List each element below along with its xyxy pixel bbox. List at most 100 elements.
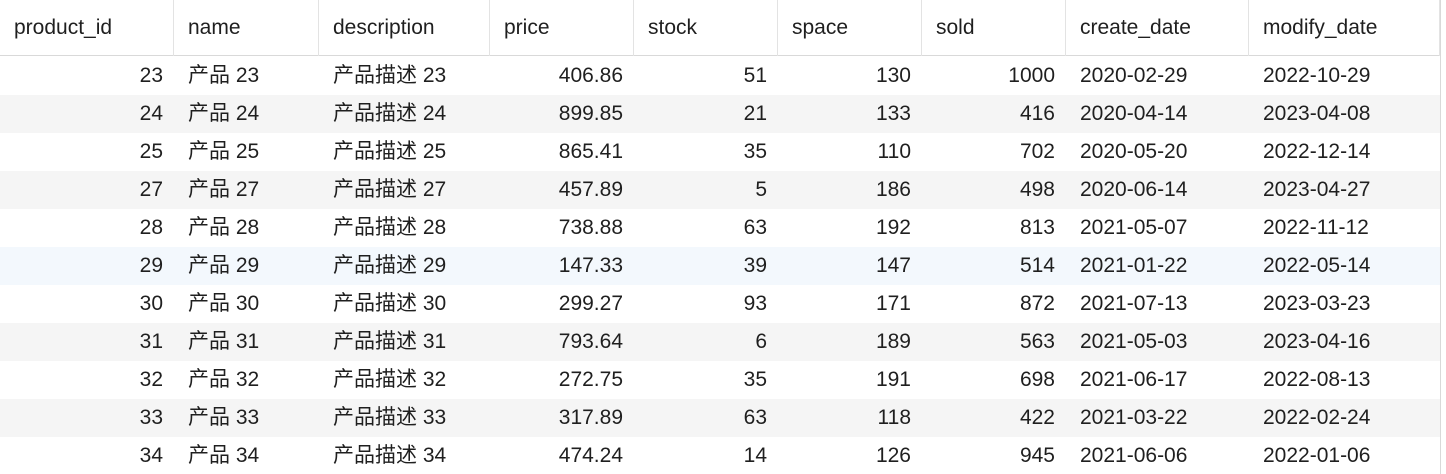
cell-description[interactable]: 产品描述 29 [333, 254, 447, 277]
cell-stock[interactable]: 21 [743, 102, 767, 125]
cell-name[interactable]: 产品 34 [188, 444, 260, 467]
cell-stock[interactable]: 93 [743, 292, 767, 315]
cell-create_date[interactable]: 2020-02-29 [1080, 64, 1188, 87]
cell-product_id[interactable]: 34 [139, 444, 163, 467]
cell-space[interactable]: 192 [875, 216, 911, 239]
cell-sold[interactable]: 422 [1019, 406, 1055, 429]
cell-stock[interactable]: 63 [743, 216, 767, 239]
cell-create_date[interactable]: 2020-05-20 [1080, 140, 1188, 163]
cell-sold[interactable]: 416 [1019, 102, 1055, 125]
cell-space[interactable]: 126 [875, 444, 911, 467]
cell-create_date[interactable]: 2021-07-13 [1080, 292, 1188, 315]
cell-create_date[interactable]: 2021-01-22 [1080, 254, 1188, 277]
cell-space[interactable]: 110 [877, 140, 911, 163]
cell-modify_date[interactable]: 2022-05-14 [1263, 254, 1371, 277]
column-header-sold[interactable]: sold [922, 0, 1066, 56]
cell-space[interactable]: 130 [875, 64, 911, 87]
cell-price[interactable]: 899.85 [558, 102, 623, 125]
table-row[interactable]: 32 产品 32 产品描述 32 272.75 35 191 698 2021-06-17 20… [0, 361, 1440, 399]
cell-create_date[interactable]: 2021-03-22 [1080, 406, 1188, 429]
cell-modify_date[interactable]: 2023-04-27 [1263, 178, 1371, 201]
cell-description[interactable]: 产品描述 32 [333, 368, 447, 391]
cell-name[interactable]: 产品 31 [188, 330, 260, 353]
table-row[interactable]: 29 产品 29 产品描述 29 147.33 39 147 514 2021-01-22 20… [0, 247, 1440, 285]
table-row[interactable]: 31 产品 31 产品描述 31 793.64 6 189 563 2021-05-03 202… [0, 323, 1440, 361]
cell-modify_date[interactable]: 2022-11-12 [1263, 216, 1369, 239]
cell-modify_date[interactable]: 2022-08-13 [1263, 368, 1371, 391]
column-header-name[interactable]: name [174, 0, 319, 56]
cell-description[interactable]: 产品描述 28 [333, 216, 447, 239]
cell-modify_date[interactable]: 2023-04-16 [1263, 330, 1371, 353]
table-row[interactable]: 24 产品 24 产品描述 24 899.85 21 133 416 2020-04-14 20… [0, 95, 1440, 133]
cell-product_id[interactable]: 30 [139, 292, 163, 315]
cell-sold[interactable]: 563 [1019, 330, 1055, 353]
cell-stock[interactable]: 35 [743, 368, 767, 391]
cell-price[interactable]: 272.75 [558, 368, 623, 391]
column-header-price[interactable]: price [490, 0, 634, 56]
cell-space[interactable]: 171 [875, 292, 911, 315]
cell-price[interactable]: 147.33 [558, 254, 623, 277]
cell-description[interactable]: 产品描述 25 [333, 140, 447, 163]
cell-name[interactable]: 产品 27 [188, 178, 260, 201]
cell-space[interactable]: 189 [875, 330, 911, 353]
table-row[interactable]: 28 产品 28 产品描述 28 738.88 63 192 813 2021-05-07 20… [0, 209, 1440, 247]
cell-sold[interactable]: 702 [1019, 140, 1055, 163]
cell-product_id[interactable]: 27 [139, 178, 163, 201]
table-row[interactable]: 25 产品 25 产品描述 25 865.41 35 110 702 2020-05-20 20… [0, 133, 1440, 171]
cell-name[interactable]: 产品 25 [188, 140, 260, 163]
cell-price[interactable]: 738.88 [558, 216, 623, 239]
cell-product_id[interactable]: 31 [139, 330, 163, 353]
cell-name[interactable]: 产品 24 [188, 102, 260, 125]
cell-description[interactable]: 产品描述 34 [333, 444, 447, 467]
cell-space[interactable]: 147 [875, 254, 911, 277]
cell-name[interactable]: 产品 32 [188, 368, 260, 391]
cell-product_id[interactable]: 23 [139, 64, 163, 87]
cell-price[interactable]: 474.24 [558, 444, 623, 467]
table-row[interactable]: 23 产品 23 产品描述 23 406.86 51 130 1000 2020-02-29 2… [0, 57, 1440, 95]
cell-product_id[interactable]: 25 [139, 140, 163, 163]
cell-price[interactable]: 406.86 [558, 64, 623, 87]
cell-stock[interactable]: 39 [743, 254, 767, 277]
table-row[interactable]: 34 产品 34 产品描述 34 474.24 14 126 945 2021-06-06 20… [0, 437, 1440, 474]
cell-modify_date[interactable]: 2022-02-24 [1263, 406, 1371, 429]
table-row[interactable]: 27 产品 27 产品描述 27 457.89 5 186 498 2020-06-14 202… [0, 171, 1440, 209]
cell-sold[interactable]: 514 [1019, 254, 1055, 277]
cell-space[interactable]: 133 [875, 102, 911, 125]
column-header-product_id[interactable]: product_id [0, 0, 174, 56]
cell-space[interactable]: 118 [877, 406, 911, 429]
cell-product_id[interactable]: 28 [139, 216, 163, 239]
cell-description[interactable]: 产品描述 30 [333, 292, 447, 315]
column-header-modify_date[interactable]: modify_date [1249, 0, 1440, 56]
cell-stock[interactable]: 63 [743, 406, 767, 429]
cell-stock[interactable]: 6 [755, 330, 767, 353]
cell-name[interactable]: 产品 28 [188, 216, 260, 239]
table-row[interactable]: 33 产品 33 产品描述 33 317.89 63 118 422 2021-03-22 20… [0, 399, 1440, 437]
cell-price[interactable]: 299.27 [558, 292, 623, 315]
cell-create_date[interactable]: 2021-06-17 [1080, 368, 1188, 391]
cell-name[interactable]: 产品 29 [188, 254, 260, 277]
cell-description[interactable]: 产品描述 24 [333, 102, 447, 125]
cell-sold[interactable]: 1000 [1008, 64, 1055, 87]
cell-product_id[interactable]: 33 [139, 406, 163, 429]
cell-name[interactable]: 产品 33 [188, 406, 260, 429]
column-header-create_date[interactable]: create_date [1066, 0, 1249, 56]
cell-product_id[interactable]: 29 [139, 254, 163, 277]
cell-space[interactable]: 191 [875, 368, 911, 391]
cell-create_date[interactable]: 2020-04-14 [1080, 102, 1188, 125]
cell-product_id[interactable]: 32 [139, 368, 163, 391]
cell-sold[interactable]: 498 [1019, 178, 1055, 201]
cell-name[interactable]: 产品 30 [188, 292, 260, 315]
cell-modify_date[interactable]: 2022-12-14 [1263, 140, 1371, 163]
cell-price[interactable]: 457.89 [558, 178, 623, 201]
cell-create_date[interactable]: 2021-05-07 [1080, 216, 1188, 239]
cell-product_id[interactable]: 24 [139, 102, 163, 125]
cell-modify_date[interactable]: 2023-03-23 [1263, 292, 1371, 315]
cell-modify_date[interactable]: 2022-10-29 [1263, 64, 1371, 87]
cell-create_date[interactable]: 2021-05-03 [1080, 330, 1188, 353]
cell-sold[interactable]: 945 [1019, 444, 1055, 467]
cell-stock[interactable]: 14 [743, 444, 767, 467]
cell-stock[interactable]: 5 [755, 178, 767, 201]
cell-sold[interactable]: 698 [1019, 368, 1055, 391]
cell-sold[interactable]: 872 [1019, 292, 1055, 315]
